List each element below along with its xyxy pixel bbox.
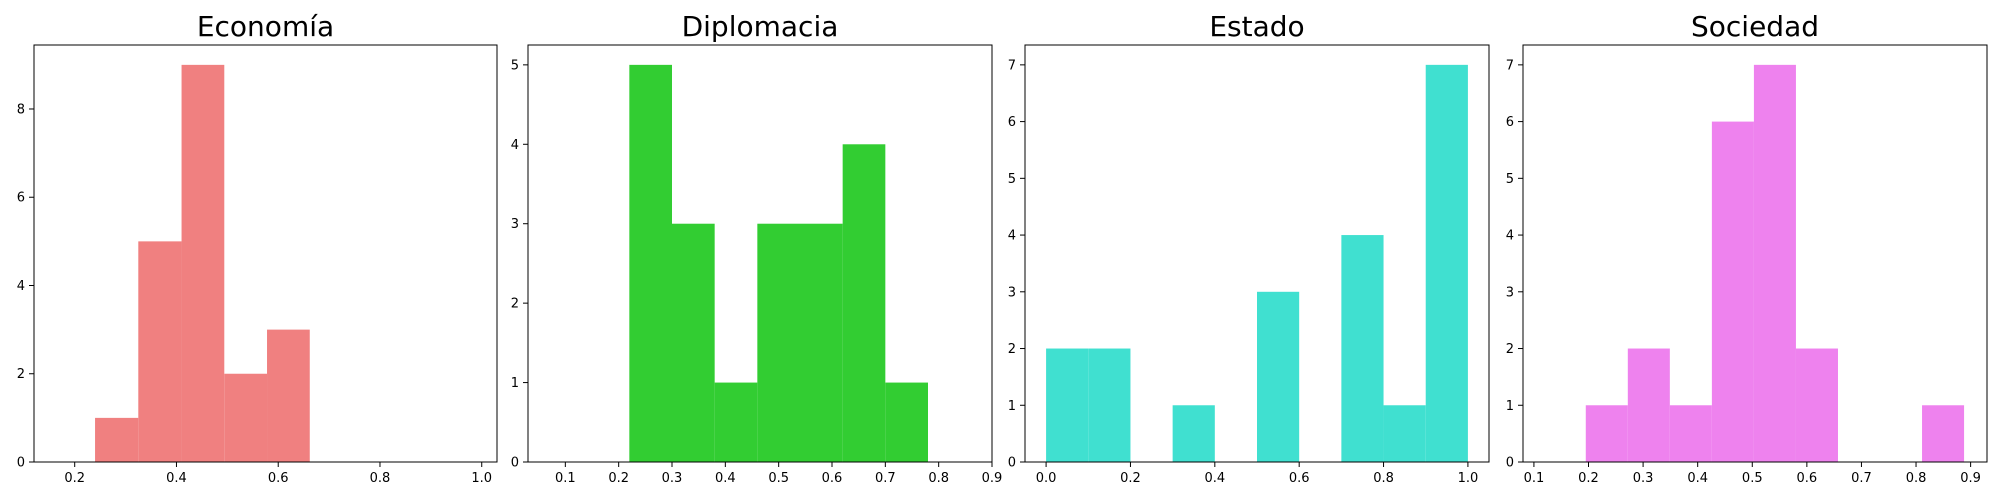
y-tick-label: 3: [1506, 285, 1514, 300]
histogram-bar: [1383, 405, 1426, 462]
y-tick-label: 2: [511, 297, 519, 312]
panel-title: Estado: [1209, 10, 1304, 43]
x-tick-label: 0.9: [1960, 471, 1981, 486]
y-tick-label: 2: [1008, 342, 1016, 357]
histogram-bar: [1046, 348, 1089, 462]
histogram-bar: [1795, 348, 1838, 462]
y-tick-label: 1: [1506, 399, 1514, 414]
histogram-bar: [842, 144, 886, 463]
x-tick-label: 0.2: [1578, 471, 1599, 486]
histogram-bar: [1257, 291, 1300, 462]
histogram-bar: [1753, 64, 1796, 462]
x-tick-label: 0.3: [1633, 471, 1654, 486]
panel-2: Estado 0.0 0.2 0.4 0.6 0.8 1.0 0 1 2 3 4 5 6 7: [1008, 10, 1490, 486]
axes-frame: [33, 44, 498, 463]
histogram-bar: [267, 329, 310, 462]
x-tick-label: 0.4: [1204, 471, 1225, 486]
y-tick-label: 6: [1506, 115, 1514, 130]
y-tick-label: 3: [1008, 285, 1016, 300]
panel-1: Diplomacia 0.1 0.2 0.3 0.4 0.5 0.6 0.7 0.8 0.9 0 1 2…: [511, 10, 1003, 486]
histogram-bar: [1669, 405, 1712, 462]
histogram-bar: [1627, 348, 1670, 462]
panel-title: Diplomacia: [682, 10, 839, 43]
y-tick-label: 4: [1008, 229, 1016, 244]
panel-0: Economía 0.2 0.4 0.6 0.8 1.0 0 2 4 6 8: [17, 10, 498, 486]
histogram-bar: [885, 382, 928, 462]
y-tick-label: 1: [1008, 399, 1016, 414]
y-tick-label: 8: [17, 102, 25, 117]
x-tick-label: 1.0: [1458, 471, 1479, 486]
histogram-bar: [138, 241, 182, 462]
y-tick-label: 5: [1008, 172, 1016, 187]
histogram-bar: [1172, 405, 1215, 462]
histogram-bar: [757, 223, 800, 462]
y-tick-label: 5: [511, 58, 519, 73]
y-tick-label: 7: [1506, 58, 1514, 73]
histogram-bar: [224, 373, 268, 462]
y-tick-label: 4: [511, 138, 519, 153]
x-tick-label: 0.8: [1373, 471, 1394, 486]
y-tick-label: 0: [1506, 456, 1514, 471]
histogram-bar: [629, 64, 672, 462]
x-tick-label: 0.0: [1036, 471, 1057, 486]
histogram-bar: [714, 382, 758, 462]
y-tick-label: 0: [511, 456, 519, 471]
histogram-bar: [800, 223, 843, 462]
x-tick-label: 0.8: [370, 471, 391, 486]
y-tick-label: 3: [511, 217, 519, 232]
x-tick-label: 0.3: [662, 471, 683, 486]
x-tick-label: 0.8: [928, 471, 949, 486]
y-tick-label: 4: [1506, 229, 1514, 244]
histogram-bar: [1425, 64, 1468, 462]
y-tick-label: 6: [1008, 115, 1016, 130]
y-tick-label: 4: [17, 279, 25, 294]
histogram-bar: [1341, 235, 1384, 462]
y-tick-label: 1: [511, 376, 519, 391]
y-tick-label: 2: [17, 367, 25, 382]
axes-frame: [527, 44, 993, 463]
x-tick-label: 0.2: [1120, 471, 1141, 486]
axes-frame: [1522, 44, 1988, 463]
y-tick-label: 5: [1506, 172, 1514, 187]
y-tick-label: 0: [17, 456, 25, 471]
histogram-bar: [1922, 405, 1965, 462]
axes-frame: [1024, 44, 1490, 463]
x-tick-label: 0.4: [166, 471, 187, 486]
x-tick-label: 0.7: [875, 471, 896, 486]
panel-title: Sociedad: [1691, 10, 1819, 43]
panel-title: Economía: [197, 10, 334, 43]
x-tick-label: 0.6: [1289, 471, 1310, 486]
x-tick-label: 0.9: [982, 471, 1003, 486]
x-tick-label: 0.2: [608, 471, 629, 486]
histogram-bar: [1585, 405, 1628, 462]
x-tick-label: 0.6: [1797, 471, 1818, 486]
x-tick-label: 0.2: [64, 471, 85, 486]
x-tick-label: 0.1: [555, 471, 576, 486]
histogram-bar: [95, 417, 139, 462]
x-tick-label: 0.4: [715, 471, 736, 486]
histogram-bar: [1088, 348, 1131, 462]
x-tick-label: 0.1: [1524, 471, 1545, 486]
x-tick-label: 0.5: [768, 471, 789, 486]
x-tick-label: 0.6: [822, 471, 843, 486]
x-tick-label: 0.6: [268, 471, 289, 486]
x-tick-label: 0.5: [1742, 471, 1763, 486]
histogram-bar: [181, 64, 225, 462]
histogram-bar: [1711, 121, 1754, 463]
panel-3: Sociedad 0.1 0.2 0.3 0.4 0.5 0.6 0.7 0.8 0.9 0 1 2 3 4…: [1506, 10, 1988, 486]
x-tick-label: 1.0: [471, 471, 492, 486]
x-tick-label: 0.8: [1906, 471, 1927, 486]
x-tick-label: 0.7: [1851, 471, 1872, 486]
y-tick-label: 7: [1008, 58, 1016, 73]
x-tick-label: 0.4: [1687, 471, 1708, 486]
histogram-bar: [672, 223, 715, 462]
y-tick-label: 2: [1506, 342, 1514, 357]
y-tick-label: 6: [17, 191, 25, 206]
y-tick-label: 0: [1008, 456, 1016, 471]
